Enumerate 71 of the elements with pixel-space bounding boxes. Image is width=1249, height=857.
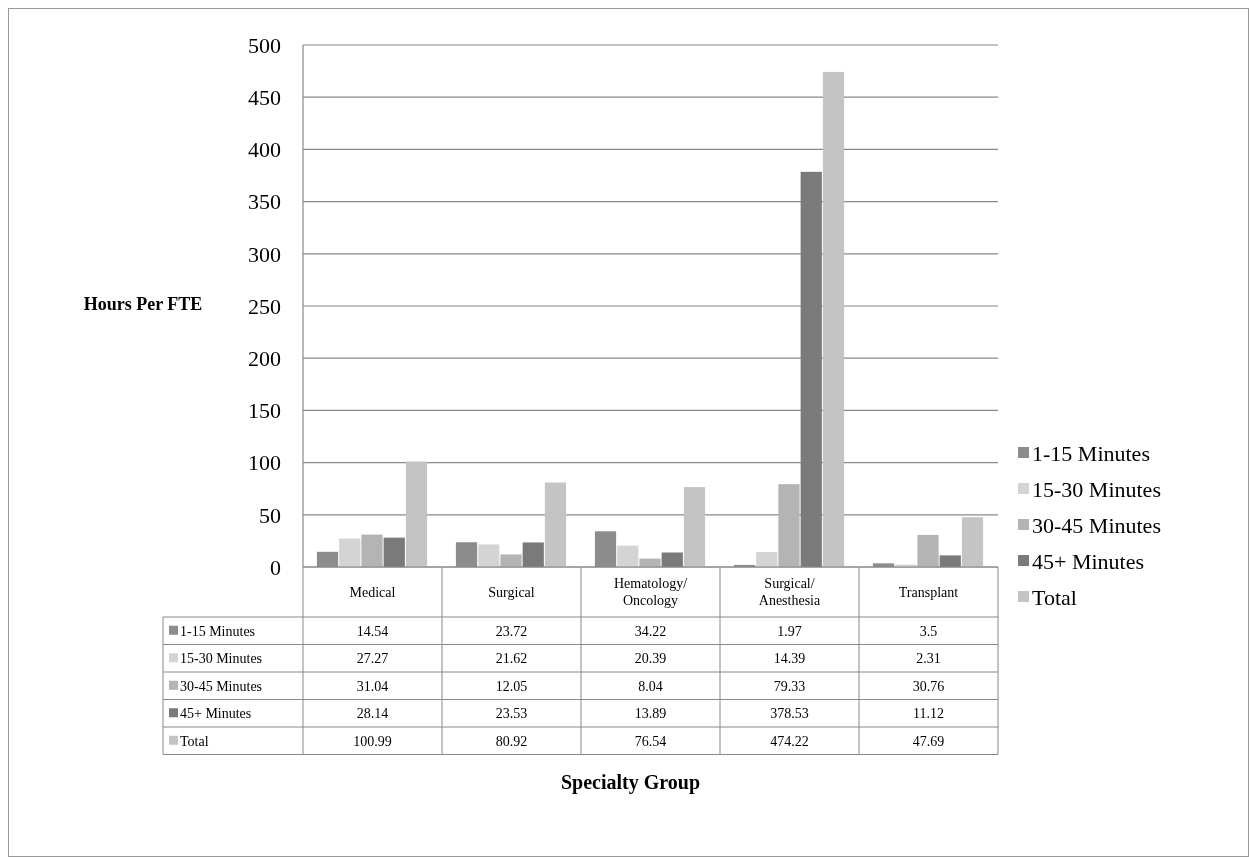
data-label: 27.27 (356, 651, 389, 667)
bar (939, 555, 961, 567)
bar (683, 487, 706, 567)
x-tick-label: Medical (349, 584, 396, 600)
legend-label: 30-45 Minutes (1032, 512, 1161, 538)
bar (478, 544, 500, 567)
text: 1-15 Minutes (1032, 440, 1150, 466)
data-label: 3.5 (919, 623, 938, 639)
data-label: 79.33 (773, 678, 806, 694)
bar (544, 482, 567, 567)
data-label: 378.53 (770, 706, 809, 722)
data-label: 1.97 (777, 623, 802, 639)
y-tick-label: 400 (248, 137, 281, 163)
y-tick-label: 100 (248, 450, 281, 476)
bar (822, 71, 845, 567)
data-label: 12.05 (495, 678, 528, 694)
bar (756, 551, 778, 567)
data-label: 21.62 (495, 651, 528, 667)
y-tick-label: 450 (248, 84, 281, 110)
legend-label: 15-30 Minutes (180, 651, 263, 667)
text: Total (180, 733, 209, 749)
text: 45+ Minutes (180, 706, 252, 722)
bar (361, 534, 383, 567)
data-label: 28.14 (356, 706, 389, 722)
data-label: 20.39 (634, 651, 667, 667)
bar (917, 534, 939, 567)
bar (383, 537, 405, 567)
data-label: 34.22 (634, 623, 667, 639)
legend-label: Total (1032, 584, 1077, 610)
data-label: 23.53 (495, 706, 528, 722)
data-label: 474.22 (770, 733, 809, 749)
data-label: 13.89 (634, 706, 667, 722)
y-tick-label: 200 (248, 345, 281, 371)
legend-label: 1-15 Minutes (180, 623, 256, 639)
legend-label: 45+ Minutes (1032, 548, 1145, 574)
y-tick-label: 50 (259, 502, 281, 528)
bar (961, 517, 984, 567)
y-tick-label: 300 (248, 241, 281, 267)
data-label: 31.04 (356, 678, 389, 694)
x-tick-label: Surgical/Anesthesia (758, 576, 821, 609)
data-label: 23.72 (495, 623, 528, 639)
data-label: 80.92 (495, 733, 528, 749)
bar (778, 484, 800, 567)
data-label: 76.54 (634, 733, 667, 749)
x-tick-label: Hematology/Oncology (613, 576, 688, 609)
y-tick-label: 350 (248, 189, 281, 215)
data-label: 8.04 (638, 678, 663, 694)
data-label: 30.76 (912, 678, 945, 694)
data-label: 11.12 (913, 706, 944, 722)
y-tick-label: 150 (248, 398, 281, 424)
y-tick-label: 0 (270, 554, 281, 580)
bar (661, 552, 683, 567)
text: 30-45 Minutes (180, 678, 263, 694)
text: Specialty Group (560, 770, 701, 794)
y-axis-title: Hours Per FTE (83, 294, 203, 315)
data-label: 2.31 (916, 651, 941, 667)
y-tick-label: 500 (248, 32, 281, 58)
x-tick-label: Surgical (488, 584, 535, 600)
y-tick-label: 250 (248, 293, 281, 319)
data-label: 14.39 (773, 651, 806, 667)
bar (339, 538, 361, 567)
bar (500, 554, 522, 567)
bar (522, 542, 544, 567)
x-tick-label: Transplant (898, 584, 959, 600)
data-label: 47.69 (912, 733, 945, 749)
bar (800, 171, 822, 567)
text: 15-30 Minutes (1032, 476, 1161, 502)
data-label: 14.54 (356, 623, 389, 639)
data-label: 100.99 (353, 733, 392, 749)
bar (617, 545, 639, 567)
bar (405, 461, 428, 567)
